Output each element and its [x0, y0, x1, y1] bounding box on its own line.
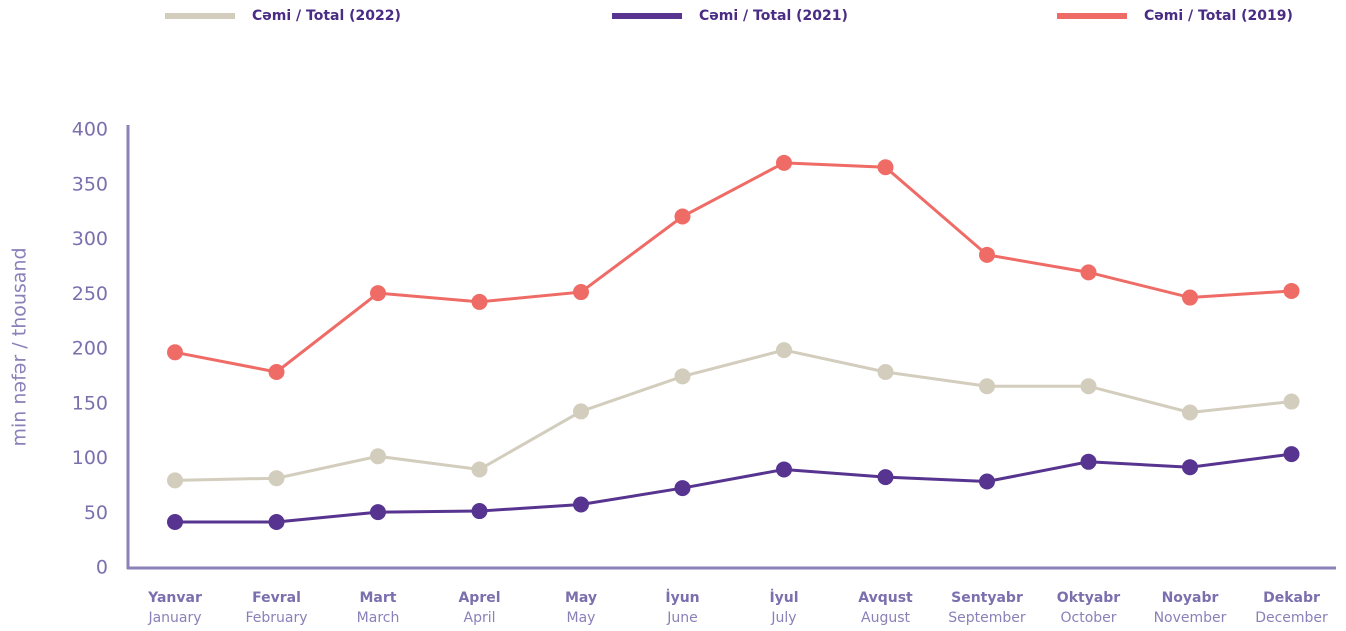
x-tick-sublabel: April — [464, 610, 496, 626]
data-point — [167, 514, 183, 531]
series-line — [174, 348, 1292, 482]
x-tick-sublabel: September — [948, 610, 1026, 626]
data-point — [979, 378, 995, 395]
data-point — [268, 363, 285, 380]
y-axis-label: min nəfər / thousand — [9, 247, 31, 446]
x-tick-label: Noyabr — [1162, 590, 1219, 606]
y-tick-label: 200 — [72, 338, 108, 360]
data-point — [370, 504, 386, 521]
x-tick-label: Aprel — [458, 590, 500, 606]
y-tick-label: 400 — [72, 119, 108, 141]
series-line — [174, 161, 1292, 374]
data-point — [1283, 446, 1300, 463]
x-tick-label: Sentyabr — [951, 590, 1023, 606]
x-tick-label: Avqust — [858, 590, 913, 606]
data-point — [1283, 393, 1300, 410]
data-point — [877, 363, 894, 380]
legend-label: Cəmi / Total (2019) — [1144, 8, 1293, 24]
x-tick-sublabel: January — [147, 610, 201, 626]
data-point — [1283, 282, 1300, 299]
data-point — [471, 503, 488, 520]
x-tick-label: Yanvar — [147, 590, 202, 606]
y-tick-label: 150 — [72, 392, 108, 414]
x-tick-label: Dekabr — [1263, 590, 1320, 606]
data-point — [776, 461, 792, 478]
data-point — [370, 285, 386, 302]
series-line — [175, 452, 1292, 524]
y-tick-label: 100 — [72, 447, 108, 469]
x-tick-sublabel: March — [357, 610, 400, 626]
x-tick-label: Oktyabr — [1057, 590, 1120, 606]
data-point — [1080, 264, 1097, 281]
x-tick-sublabel: December — [1255, 610, 1328, 626]
data-point — [471, 293, 488, 310]
data-point — [167, 344, 183, 361]
x-tick-sublabel: August — [861, 610, 911, 626]
x-tick-label: İyun — [665, 589, 699, 606]
data-point — [1080, 378, 1097, 395]
data-point — [674, 480, 691, 497]
data-point — [674, 208, 691, 225]
data-point — [776, 342, 792, 359]
data-point — [268, 470, 285, 487]
data-point — [1182, 404, 1198, 421]
data-point — [370, 448, 386, 465]
legend-label: Cəmi / Total (2022) — [252, 8, 401, 24]
x-tick-sublabel: May — [567, 610, 596, 626]
x-tick-label: May — [565, 590, 597, 606]
data-point — [573, 496, 589, 513]
y-tick-label: 350 — [72, 173, 108, 195]
data-point — [167, 472, 183, 489]
x-tick-sublabel: October — [1060, 610, 1116, 626]
data-point — [573, 284, 589, 301]
data-point — [1182, 289, 1198, 306]
data-point — [573, 403, 589, 420]
y-tick-label: 300 — [72, 228, 108, 250]
x-tick-label: İyul — [769, 589, 798, 606]
legend-label: Cəmi / Total (2021) — [699, 8, 848, 24]
x-tick-sublabel: February — [245, 610, 307, 626]
data-point — [1182, 459, 1198, 476]
data-point — [674, 368, 691, 385]
x-tick-sublabel: July — [770, 610, 796, 626]
data-point — [877, 469, 894, 486]
y-tick-label: 250 — [72, 283, 108, 305]
data-point — [979, 473, 995, 490]
data-point — [268, 514, 285, 531]
data-point — [1080, 453, 1097, 470]
y-tick-label: 0 — [96, 557, 108, 579]
data-point — [877, 159, 894, 176]
data-point — [471, 461, 488, 478]
x-tick-sublabel: November — [1154, 610, 1227, 626]
x-tick-sublabel: June — [666, 610, 698, 626]
data-point — [776, 154, 792, 171]
data-point — [979, 246, 995, 263]
x-tick-label: Fevral — [252, 590, 301, 606]
x-tick-label: Mart — [360, 590, 397, 606]
y-tick-label: 50 — [84, 502, 108, 524]
